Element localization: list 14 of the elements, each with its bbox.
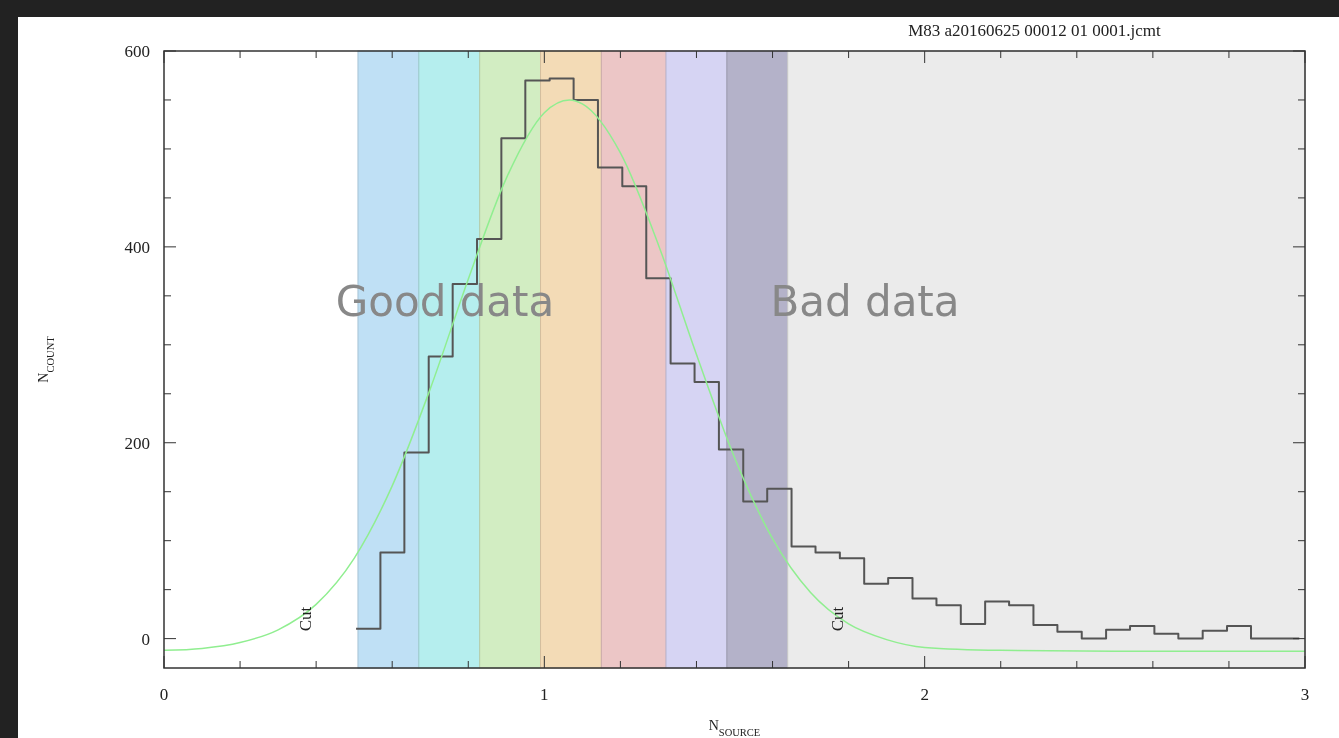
annotation: Cut	[828, 606, 848, 632]
x-tick-label: 3	[1300, 685, 1310, 704]
x-axis-title: N$_{SOURCE}$	[708, 718, 761, 738]
x-tick-label: 1	[540, 685, 549, 704]
annotation: Cut	[295, 606, 315, 632]
y-tick-label: 0	[141, 629, 150, 649]
line-series	[163, 99, 1306, 653]
y-tick-label: 200	[124, 433, 150, 453]
annotation: Bad data	[770, 277, 960, 326]
y-tick-label: 400	[124, 237, 150, 257]
x-tick-label: 2	[920, 685, 929, 704]
y-tick-label: 600	[124, 42, 150, 61]
x-tick-label: 0	[159, 685, 169, 704]
chart-title: M83 a20160625 00012 01 0001.jcmt	[908, 21, 1162, 40]
